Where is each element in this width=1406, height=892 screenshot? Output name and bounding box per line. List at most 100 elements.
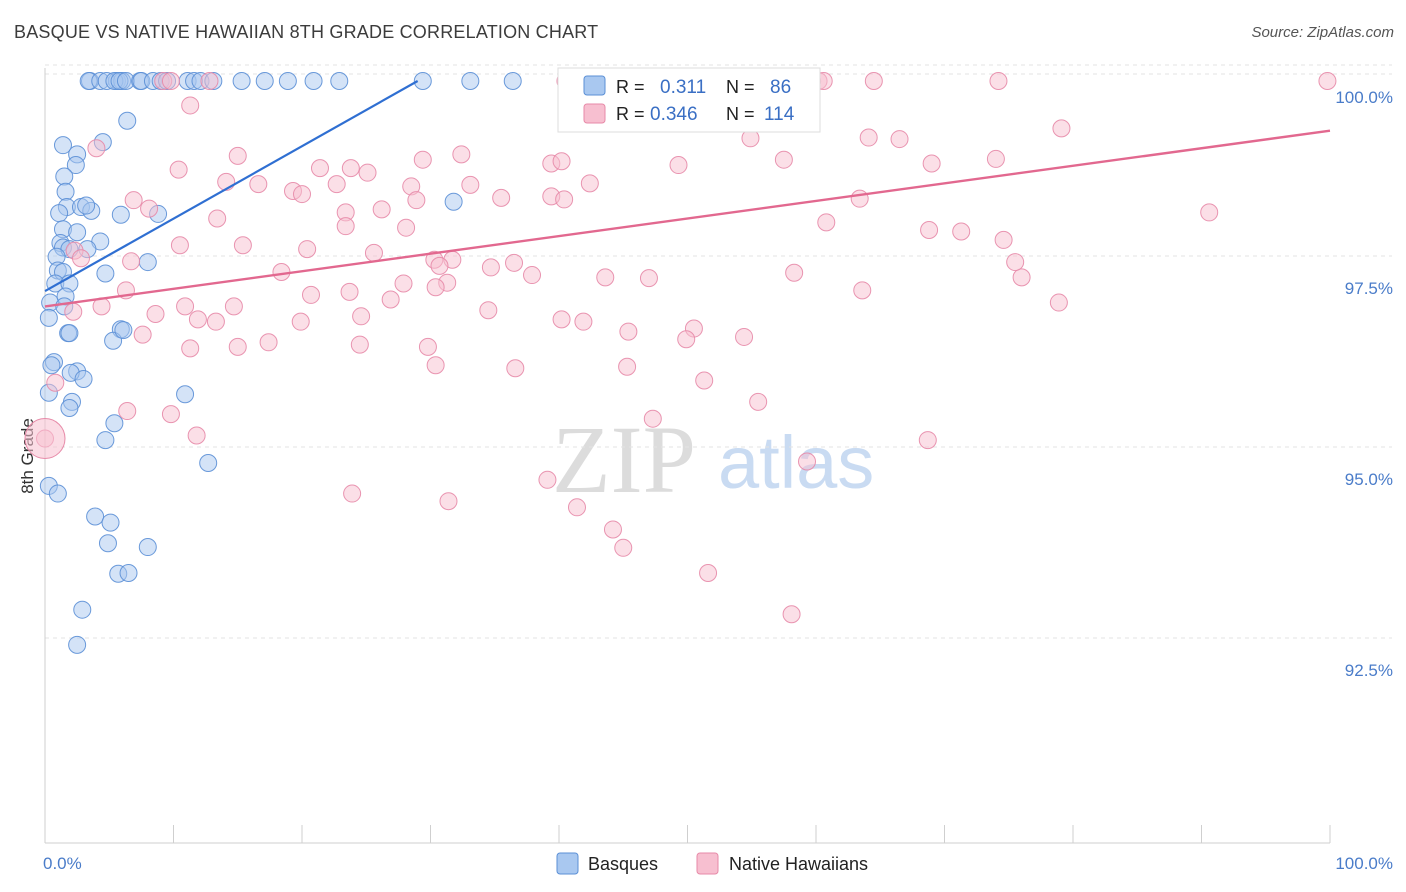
native-hawaiian-point xyxy=(293,185,311,204)
basque-point xyxy=(48,484,67,503)
native-hawaiian-point xyxy=(614,538,633,557)
legend-r-value-basques: 0.311 xyxy=(660,77,706,98)
legend-n-label-native-hawaiians: N = xyxy=(726,104,755,124)
native-hawaiian-point xyxy=(639,269,658,288)
legend-n-value-native-hawaiians: 114 xyxy=(764,104,795,125)
native-hawaiian-point xyxy=(301,285,320,304)
native-hawaiian-point xyxy=(272,263,291,281)
native-hawaiian-point xyxy=(864,72,883,90)
native-hawaiian-point xyxy=(567,498,586,517)
native-hawaiian-point xyxy=(352,307,371,326)
legend-r-label-native-hawaiians: R = xyxy=(616,104,645,124)
native-hawaiian-point xyxy=(798,452,817,471)
native-hawaiian-point xyxy=(394,274,413,293)
basque-point xyxy=(199,454,218,472)
native-hawaiian-point xyxy=(618,357,637,376)
basque-point xyxy=(53,136,72,155)
native-hawaiian-point xyxy=(71,249,90,268)
native-hawaiian-point xyxy=(343,484,362,503)
native-hawaiian-point xyxy=(181,96,200,115)
native-hawaiian-point xyxy=(986,149,1005,168)
native-hawaiian-point xyxy=(538,470,557,489)
legend-swatch-native-hawaiians-bottom xyxy=(696,852,719,875)
basque-point xyxy=(330,72,349,90)
basque-point xyxy=(255,72,274,90)
native-hawaiian-point xyxy=(64,302,83,321)
trend-lines xyxy=(44,80,1331,308)
native-hawaiian-point xyxy=(1049,293,1068,312)
native-hawaiian-point xyxy=(341,159,360,178)
series-legend: Basques Native Hawaiians xyxy=(556,852,868,875)
native-hawaiian-point xyxy=(580,174,599,193)
native-hawaiian-point xyxy=(170,236,189,255)
native-hawaiian-point xyxy=(200,72,219,90)
native-hawaiian-point xyxy=(782,605,801,624)
basque-point xyxy=(304,72,323,90)
basque-point xyxy=(98,534,117,553)
basque-point xyxy=(77,196,96,215)
native-hawaiian-point xyxy=(619,322,638,341)
basque-point xyxy=(105,414,124,433)
legend-swatch-basques xyxy=(583,75,606,96)
basque-point xyxy=(176,385,195,404)
native-hawaiian-point xyxy=(452,145,471,164)
native-hawaiian-point xyxy=(418,337,437,356)
basque-point xyxy=(56,182,75,201)
basque-point xyxy=(60,324,79,343)
native-hawaiian-point xyxy=(181,339,200,358)
native-hawaiian-point xyxy=(994,230,1013,249)
basque-point xyxy=(60,398,79,417)
native-hawaiian-point xyxy=(224,297,243,316)
native-hawaiian-point xyxy=(523,266,542,285)
y-tick-label: 100.0% xyxy=(1335,88,1393,107)
native-hawaiian-point xyxy=(336,217,355,236)
basque-point xyxy=(138,253,157,272)
native-hawaiian-point xyxy=(161,72,180,90)
native-hawaiian-point xyxy=(350,335,369,354)
basque-point xyxy=(118,111,137,130)
native-hawaiian-point xyxy=(574,312,593,331)
native-hawaiian-point xyxy=(372,200,391,219)
native-hawaiian-point xyxy=(426,278,445,297)
native-hawaiian-point-large xyxy=(24,418,66,460)
native-hawaiian-point xyxy=(505,253,524,272)
basque-point xyxy=(96,264,115,283)
basque-point xyxy=(86,507,105,526)
native-hawaiian-point xyxy=(922,154,941,173)
basque-point xyxy=(68,635,87,654)
series-basques xyxy=(39,72,522,654)
y-tick-label: 97.5% xyxy=(1345,279,1393,298)
native-hawaiian-point xyxy=(785,263,804,282)
legend-n-label-basques: N = xyxy=(726,77,755,97)
native-hawaiian-point xyxy=(699,564,718,583)
native-hawaiian-point xyxy=(169,160,188,179)
legend-r-label-basques: R = xyxy=(616,77,645,97)
basque-point xyxy=(138,538,157,557)
legend-n-value-basques: 86 xyxy=(770,77,791,98)
legend-swatch-basques-bottom xyxy=(556,852,579,875)
basque-point xyxy=(278,72,297,90)
native-hawaiian-point xyxy=(407,191,426,210)
native-hawaiian-point xyxy=(146,305,165,324)
native-hawaiian-point xyxy=(555,190,574,209)
native-hawaiian-point xyxy=(426,356,445,375)
basque-point xyxy=(413,72,432,90)
basque-point xyxy=(503,72,522,90)
native-hawaiian-point xyxy=(340,282,359,301)
native-hawaiian-point xyxy=(381,290,400,309)
basque-point xyxy=(50,204,69,223)
basque-point xyxy=(68,223,87,242)
watermark: ZIP atlas xyxy=(552,406,874,513)
native-hawaiian-point xyxy=(259,333,278,352)
native-hawaiian-point xyxy=(439,492,458,511)
basque-point xyxy=(74,369,93,388)
native-hawaiian-point xyxy=(87,139,106,158)
native-hawaiian-point xyxy=(677,330,696,349)
legend-label-native-hawaiians: Native Hawaiians xyxy=(729,854,868,874)
native-hawaiian-point xyxy=(817,213,836,232)
basque-point xyxy=(461,72,480,90)
legend-label-basques: Basques xyxy=(588,854,658,874)
native-hawaiian-point xyxy=(952,222,971,241)
native-hawaiian-point xyxy=(749,392,768,411)
